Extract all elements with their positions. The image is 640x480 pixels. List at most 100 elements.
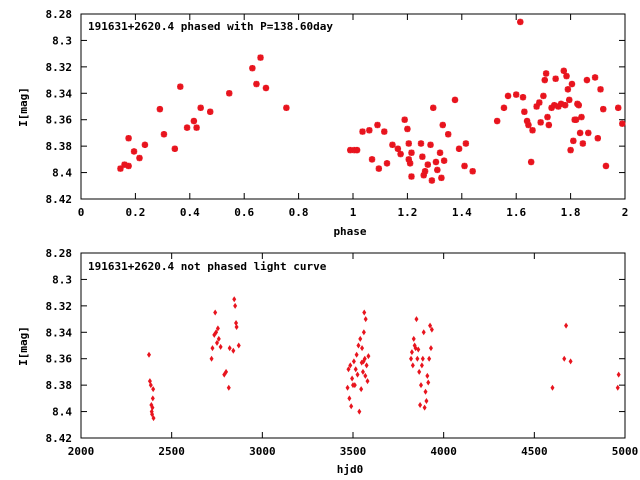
data-point (428, 177, 436, 184)
data-point (600, 105, 607, 113)
data-point (253, 80, 260, 88)
data-point (424, 161, 431, 168)
data-point (283, 104, 290, 112)
data-point (568, 358, 573, 365)
data-point (215, 339, 219, 346)
data-point (419, 153, 426, 160)
data-point (410, 362, 415, 369)
data-point (428, 322, 433, 329)
data-point (434, 166, 441, 174)
data-point (451, 96, 459, 104)
data-point (406, 160, 414, 167)
data-point (249, 64, 256, 72)
data-point (567, 146, 574, 154)
y-tick-label: 8.38 (46, 140, 73, 153)
data-point (351, 358, 356, 365)
data-point (427, 355, 432, 362)
data-point (151, 415, 156, 422)
data-point (151, 386, 156, 393)
y-tick-label: 8.4 (52, 167, 72, 180)
data-point (578, 113, 585, 121)
data-point (429, 326, 434, 333)
data-point (257, 54, 264, 61)
data-point (417, 368, 422, 375)
data-point (362, 355, 367, 362)
data-point (183, 124, 191, 131)
x-tick-label: 2 (622, 206, 629, 219)
data-point (363, 372, 368, 379)
data-point (349, 403, 354, 410)
data-point (591, 74, 599, 81)
data-point (537, 119, 544, 126)
data-point (148, 382, 153, 389)
x-tick-label: 4000 (430, 445, 457, 458)
data-point (359, 386, 364, 393)
data-point (493, 117, 501, 125)
x-axis-label: phase (333, 225, 366, 238)
data-point (579, 140, 587, 147)
data-point (362, 309, 367, 316)
data-point (421, 168, 429, 175)
data-point (262, 84, 270, 92)
y-tick-label: 8.34 (46, 326, 73, 339)
y-axis-label: I[mag] (17, 326, 30, 366)
data-point (397, 150, 404, 158)
data-point (576, 129, 584, 137)
plot-frame (80, 252, 626, 439)
data-point (360, 345, 365, 352)
data-point (583, 76, 591, 84)
data-point (544, 113, 551, 121)
x-tick-label: 2000 (68, 445, 95, 458)
data-point (597, 86, 604, 93)
data-point (215, 325, 220, 332)
data-point (575, 101, 582, 109)
data-point (536, 99, 543, 106)
data-point (563, 72, 570, 80)
data-point (560, 67, 567, 75)
data-point (404, 125, 411, 133)
data-point (218, 343, 223, 350)
x-tick-label: 1.4 (452, 206, 472, 219)
data-point (425, 372, 430, 379)
data-point (160, 131, 168, 138)
y-axis-label: I[mag] (17, 87, 30, 127)
data-point (381, 128, 388, 135)
data-point (445, 131, 452, 138)
y-tick-label: 8.38 (46, 379, 73, 392)
data-point (619, 120, 626, 127)
x-tick-label: 3500 (340, 445, 367, 458)
data-point (346, 366, 351, 373)
x-tick-label: 1.6 (506, 206, 526, 219)
data-point (570, 137, 577, 145)
data-point (354, 351, 359, 358)
data-point (430, 104, 437, 112)
data-point (440, 157, 448, 164)
y-tick-label: 8.28 (46, 8, 73, 21)
data-point (616, 371, 621, 378)
y-tick-label: 8.36 (46, 353, 73, 366)
data-point (585, 129, 592, 137)
y-tick-label: 8.28 (46, 247, 73, 260)
data-point (420, 355, 425, 362)
data-point (190, 117, 198, 125)
data-point (540, 92, 547, 100)
data-point (602, 162, 610, 170)
data-point (561, 101, 569, 109)
x-tick-label: 0.2 (125, 206, 145, 219)
data-point (394, 145, 402, 152)
x-tick-label: 0.6 (234, 206, 254, 219)
data-point (117, 165, 124, 172)
data-point (226, 384, 231, 391)
y-tick-label: 8.4 (52, 406, 72, 419)
data-point (353, 366, 358, 373)
data-point (227, 345, 232, 352)
data-point (418, 401, 423, 408)
y-tick-label: 8.3 (52, 34, 72, 47)
data-point (572, 116, 580, 123)
y-tick-label: 8.34 (46, 87, 73, 100)
data-point (550, 384, 555, 391)
data-point (234, 324, 239, 330)
data-point (356, 342, 361, 349)
data-point (545, 121, 553, 129)
